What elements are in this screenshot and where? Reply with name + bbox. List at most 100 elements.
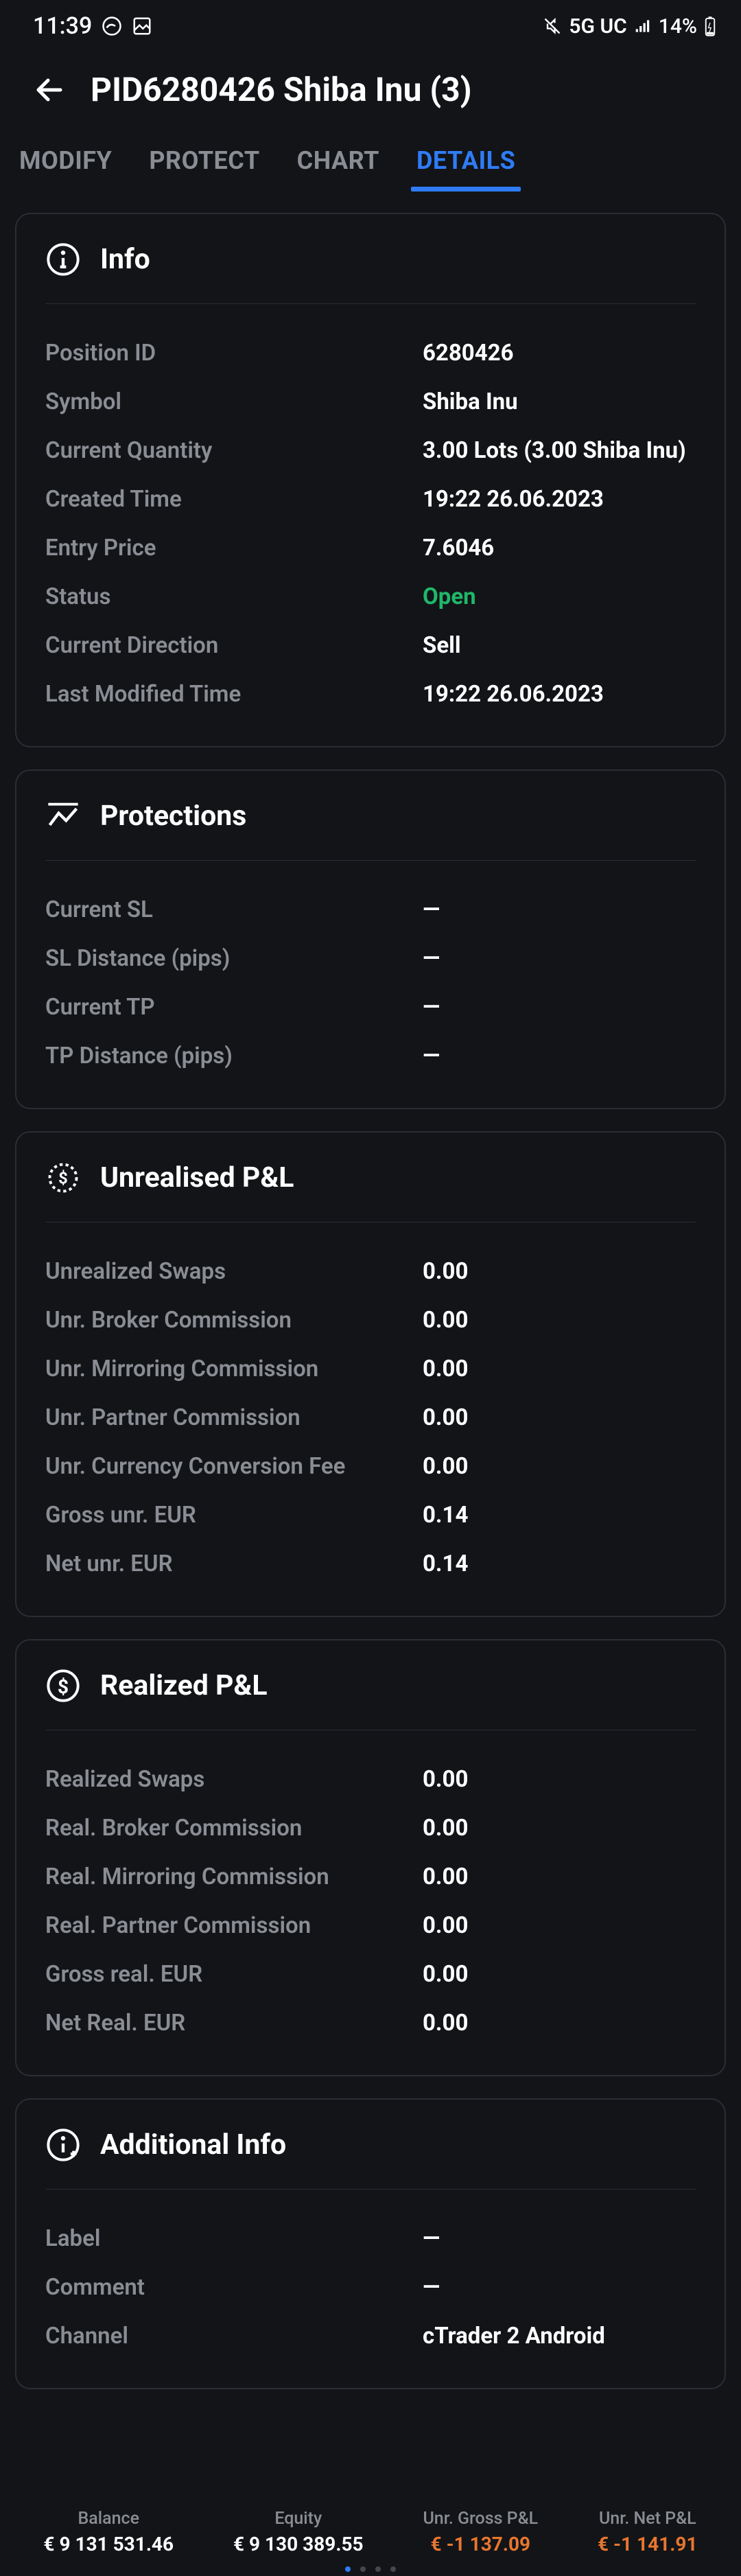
realized-row-label: Real. Partner Commission [45,1912,311,1939]
unrealised-row-value: 0.00 [423,1307,468,1334]
dot-2[interactable] [360,2566,366,2572]
info-row-label: Position ID [45,340,156,367]
info-row: Created Time19:22 26.06.2023 [45,475,696,524]
unrealised-row-label: Unr. Partner Commission [45,1404,301,1431]
realized-card-header: $ Realized P&L [45,1668,696,1730]
info-row-value: 3.00 Lots (3.00 Shiba Inu) [423,437,686,464]
realized-row: Real. Broker Commission 0.00 [45,1804,696,1853]
page-header: PID6280426 Shiba Inu (3) [0,47,741,137]
unrealised-row: Unr. Currency Conversion Fee 0.00 [45,1442,696,1491]
protections-card: Protections Current SL—SL Distance (pips… [15,769,726,1109]
page-dots [0,2566,741,2572]
additional-row: Label— [45,2214,696,2263]
protections-row-value: — [423,994,440,1021]
realized-row-label: Real. Mirroring Commission [45,1864,329,1890]
unrealised-row: Unr. Mirroring Commission 0.00 [45,1345,696,1393]
info-row-value: 7.6046 [423,535,494,561]
protections-row: TP Distance (pips)— [45,1032,696,1080]
realized-row-label: Realized Swaps [45,1766,204,1793]
info-row: Current Direction Sell [45,621,696,670]
tab-details[interactable]: DETAILS [416,137,515,192]
protections-row-label: SL Distance (pips) [45,945,230,972]
info-row-label: Symbol [45,388,121,415]
back-arrow-icon[interactable] [33,73,66,106]
info-row: StatusOpen [45,572,696,621]
page-title: PID6280426 Shiba Inu (3) [91,70,472,109]
status-left: 11:39 [33,12,152,40]
unrealised-row-label: Unr. Currency Conversion Fee [45,1453,345,1480]
bottom-summary-label: Unr. Gross P&L [423,2509,538,2529]
unrealised-row-label: Unr. Mirroring Commission [45,1356,318,1382]
unrealised-row-value: 0.00 [423,1258,468,1285]
realized-row-label: Net Real. EUR [45,2010,185,2037]
unrealised-row-value: 0.00 [423,1453,468,1480]
unrealised-title: Unrealised P&L [100,1161,294,1194]
realized-icon: $ [45,1668,81,1704]
additional-row: Comment — [45,2263,696,2312]
dot-3[interactable] [375,2566,381,2572]
protections-row-label: Current TP [45,994,155,1021]
realized-row: Gross real. EUR 0.00 [45,1950,696,1999]
status-time: 11:39 [33,12,92,40]
protections-row-label: Current SL [45,896,153,923]
network-label: 5G UC [569,14,626,38]
info-row-value: Sell [423,632,461,659]
unrealised-row-value: 0.00 [423,1404,468,1431]
realized-row: Real. Mirroring Commission 0.00 [45,1853,696,1901]
info-row-label: Current Direction [45,632,218,659]
realized-row-value: 0.00 [423,1961,468,1988]
tabs-row: MODIFY PROTECT CHART DETAILS [0,137,741,192]
tab-protect[interactable]: PROTECT [149,137,259,192]
bottom-summary-value: € 9 131 531.46 [43,2533,174,2555]
realized-row-label: Gross real. EUR [45,1961,202,1988]
protections-row: Current SL— [45,885,696,934]
info-row: Current Quantity3.00 Lots (3.00 Shiba In… [45,426,696,475]
realized-row-label: Real. Broker Commission [45,1815,302,1842]
info-row: Position ID6280426 [45,329,696,378]
additional-row-value: — [423,2274,440,2301]
status-bar: 11:39 5G UC 14% [0,0,741,47]
additional-row: ChannelcTrader 2 Android [45,2312,696,2360]
dot-1[interactable] [345,2566,351,2572]
unrealised-card: $ Unrealised P&L Unrealized Swaps0.00Unr… [15,1131,726,1617]
protections-row-label: TP Distance (pips) [45,1043,233,1069]
bottom-summary-value: € 9 130 389.55 [233,2533,364,2555]
tab-modify[interactable]: MODIFY [19,137,112,192]
info-row-label: Entry Price [45,535,156,561]
realized-row-value: 0.00 [423,1815,468,1842]
info-row-value: Shiba Inu [423,388,518,415]
info-row-value: 19:22 26.06.2023 [423,681,604,708]
additional-title: Additional Info [100,2128,286,2161]
bottom-summary-value: € -1 141.91 [598,2533,698,2555]
protections-row: Current TP — [45,983,696,1032]
unrealised-row-label: Unrealized Swaps [45,1258,226,1285]
info-row-value: 19:22 26.06.2023 [423,486,604,513]
tab-chart[interactable]: CHART [297,137,379,192]
realized-row-value: 0.00 [423,1864,468,1890]
additional-card-header: Additional Info [45,2127,696,2190]
info-row: Symbol Shiba Inu [45,378,696,426]
unrealised-row-value: 0.14 [423,1551,468,1577]
bottom-summary-bar: Balance€ 9 131 531.46Equity€ 9 130 389.5… [0,2496,741,2555]
mute-icon [543,16,562,36]
protections-icon [45,798,81,834]
realized-row: Real. Partner Commission0.00 [45,1901,696,1950]
additional-row-value: cTrader 2 Android [423,2323,605,2349]
content: Info Position ID6280426 Symbol Shiba Inu Cu… [0,192,741,2389]
unrealised-row: Gross unr. EUR0.14 [45,1491,696,1540]
additional-row-label: Comment [45,2274,145,2301]
bottom-summary-item: Unr. Net P&L€ -1 141.91 [598,2509,698,2555]
dot-4[interactable] [390,2566,396,2572]
info-title: Info [100,243,150,276]
battery-icon [704,16,716,36]
info-row: Last Modified Time 19:22 26.06.2023 [45,670,696,719]
protections-card-header: Protections [45,798,696,861]
additional-row-label: Label [45,2225,100,2252]
signal-icon [634,17,652,35]
additional-info-icon [45,2127,81,2163]
unrealised-card-header: $ Unrealised P&L [45,1160,696,1222]
protections-row: SL Distance (pips)— [45,934,696,983]
info-row: Entry Price 7.6046 [45,524,696,572]
info-row-label: Last Modified Time [45,681,241,708]
unrealised-row-value: 0.00 [423,1356,468,1382]
